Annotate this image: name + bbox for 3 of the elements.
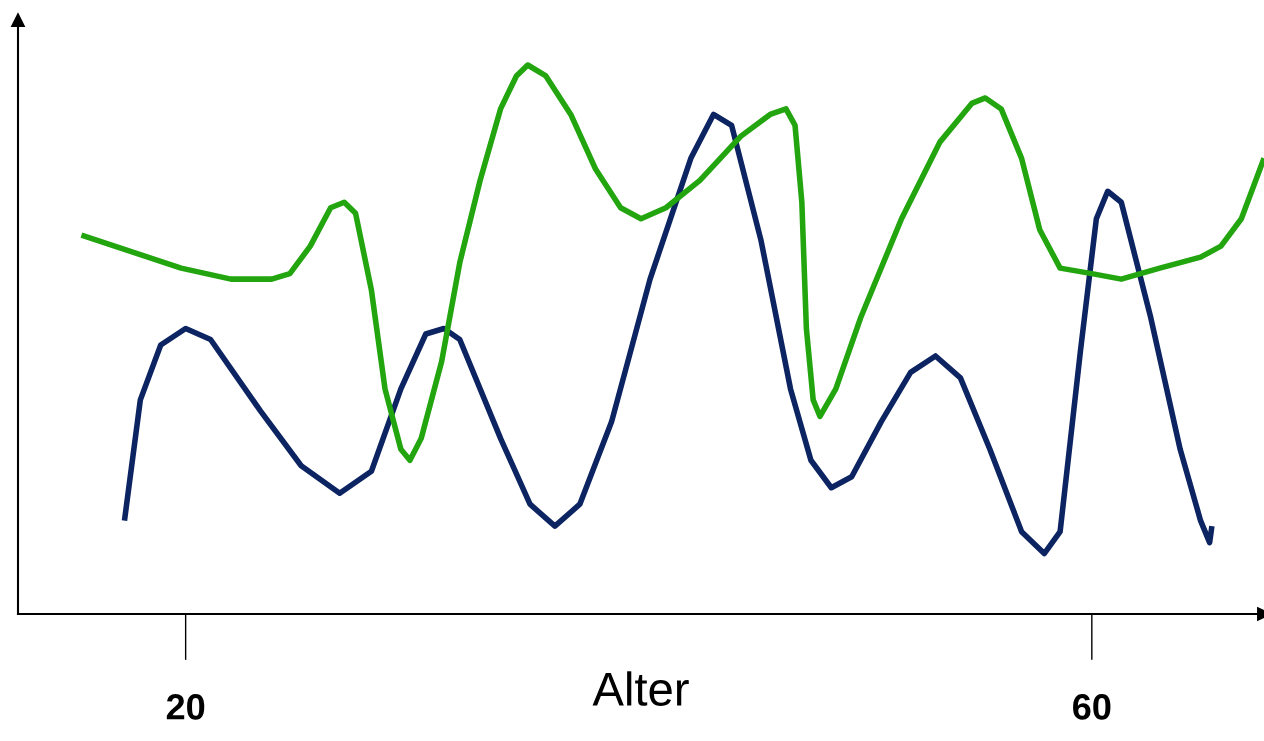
x-tick-label: 20 [166,694,205,720]
x-axis-title: Alter [592,671,689,706]
x-tick-label: 60 [1073,694,1111,720]
